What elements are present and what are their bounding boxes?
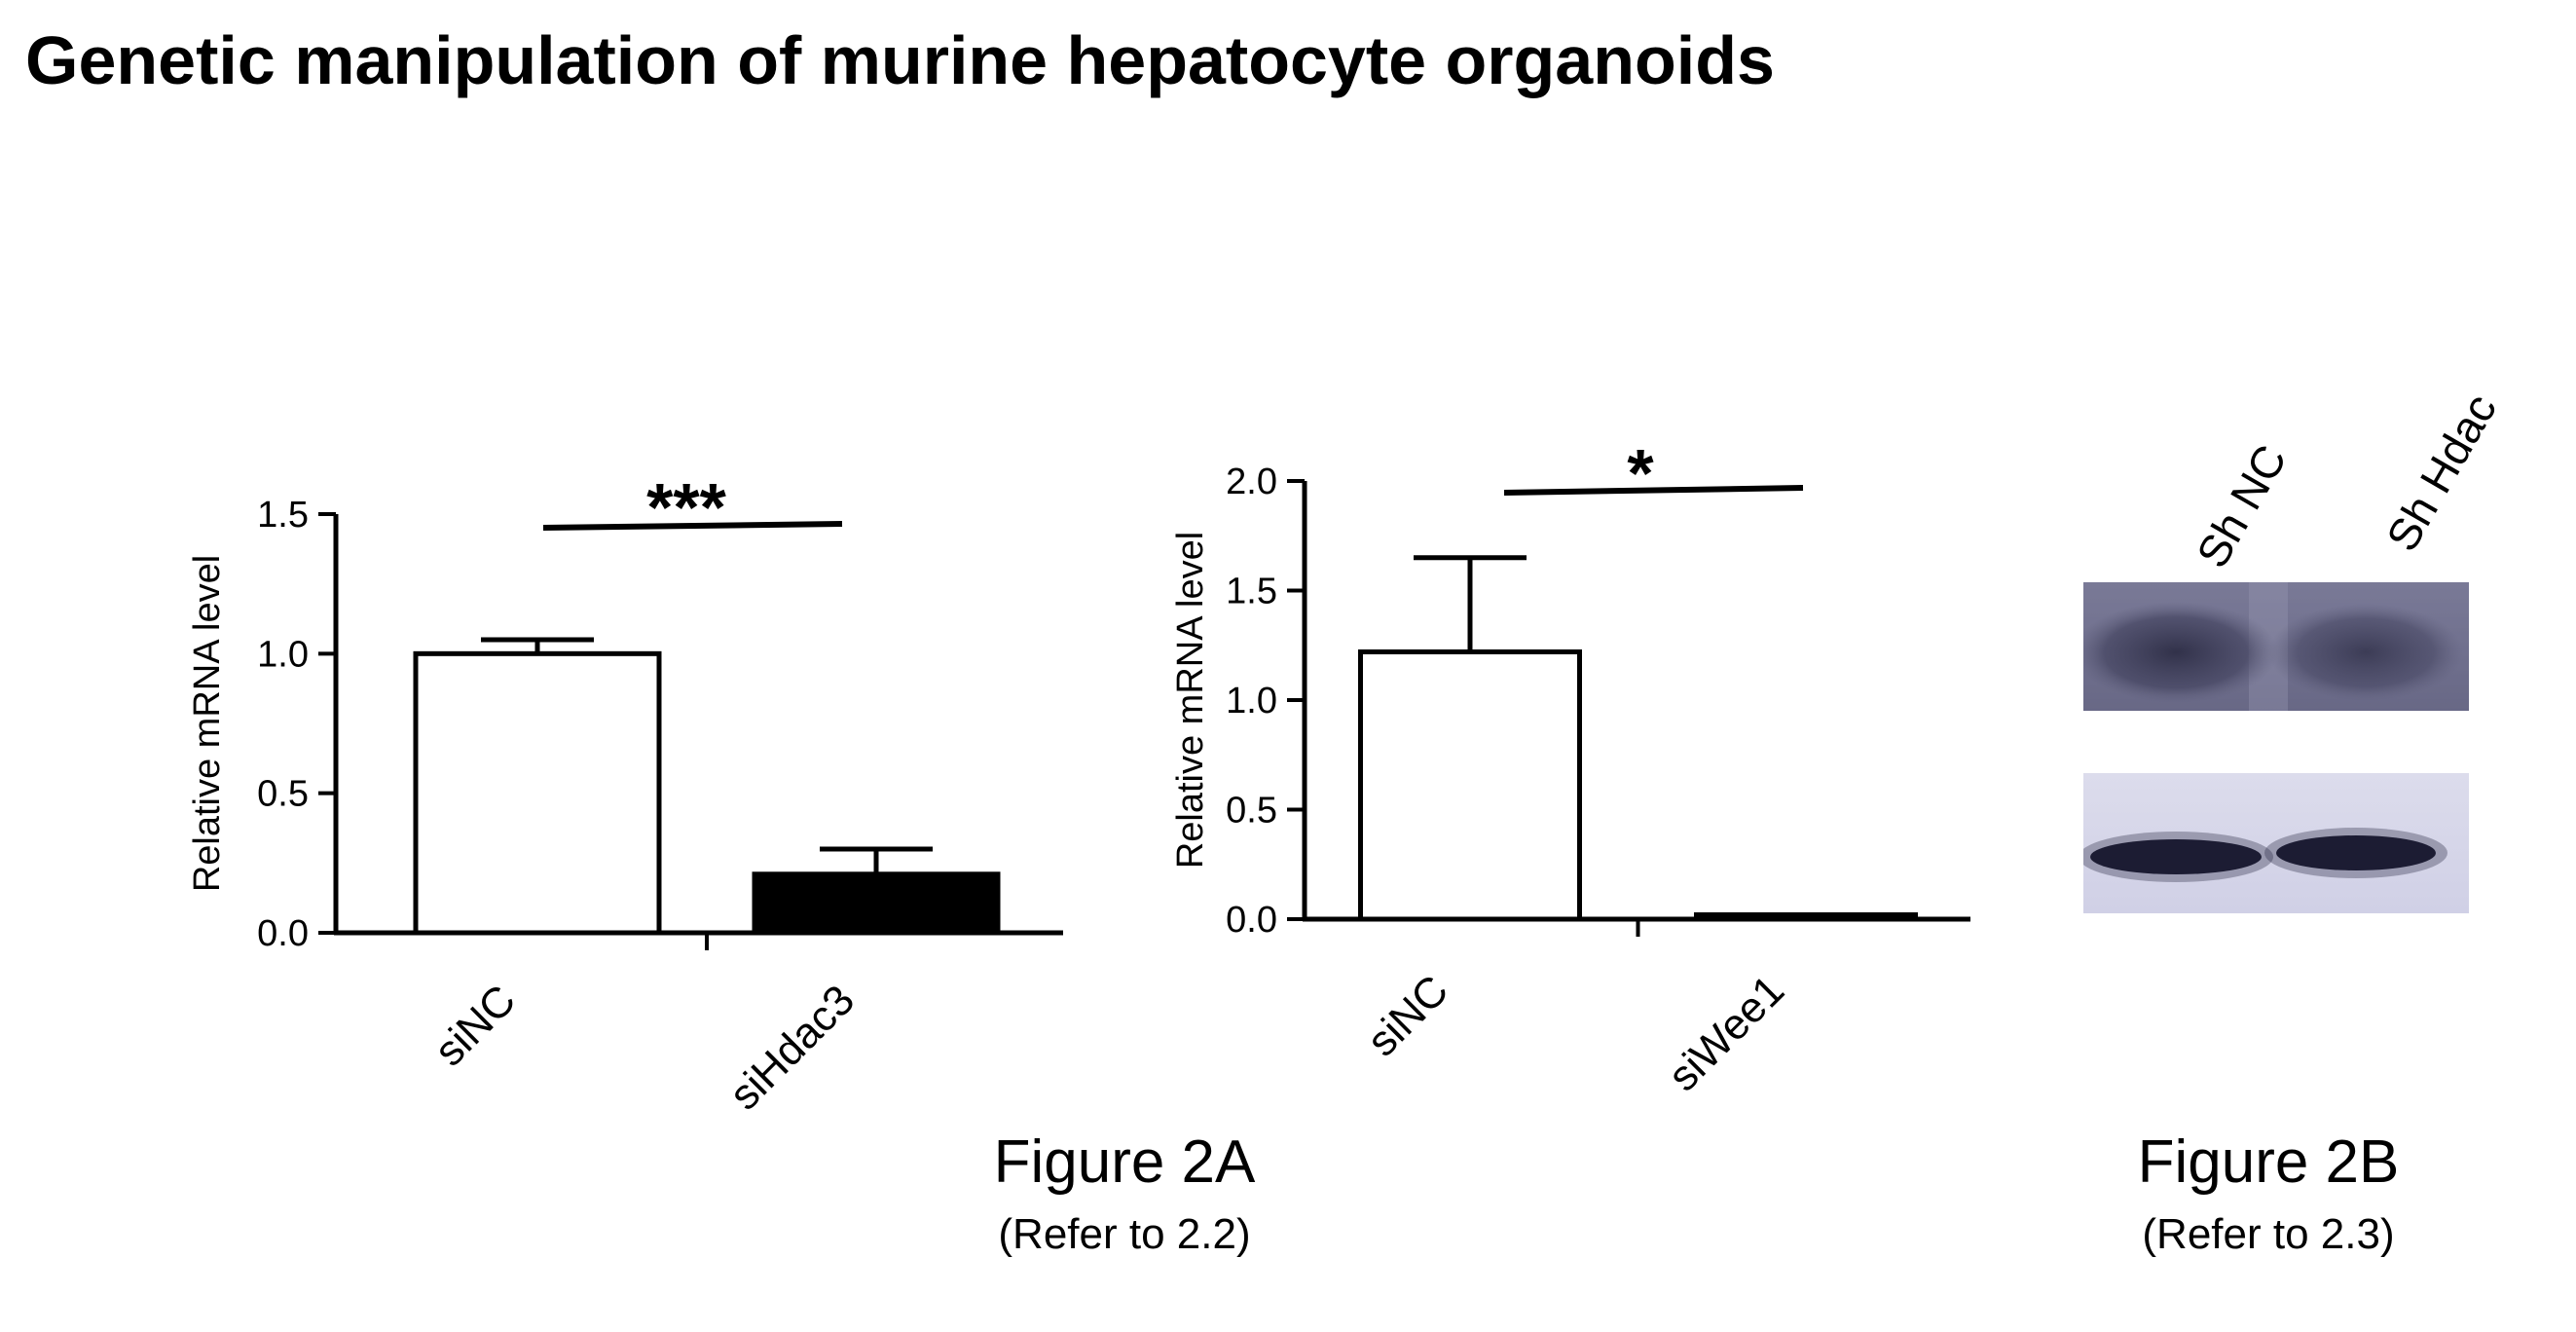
y-axis-label: Relative mRNA level (1170, 532, 1211, 869)
blot-image (2083, 582, 2469, 913)
blot-bottom-band-lane-1 (2090, 839, 2262, 874)
figure-2a-title: Figure 2A (993, 1128, 1256, 1196)
blot-top-band-lane-1 (2083, 602, 2278, 703)
y-tick-label: 0.5 (1226, 791, 1277, 832)
significance-line (542, 521, 843, 531)
y-tick-label: 1.5 (1226, 572, 1277, 612)
y-axis-label: Relative mRNA level (187, 555, 228, 892)
figure-2b-title: Figure 2B (2137, 1128, 2400, 1196)
figure-2b-reference: (Refer to 2.3) (2142, 1210, 2395, 1258)
category-label: siWee1 (1659, 966, 1793, 1100)
blot-bottom-band-lane-2 (2276, 835, 2436, 870)
y-tick-label: 1.0 (257, 634, 309, 675)
significance-label: *** (646, 469, 726, 545)
category-label: siNC (1358, 966, 1457, 1065)
significance-line (1503, 485, 1804, 496)
y-tick-label: 2.0 (1226, 462, 1277, 502)
y-tick-label: 0.0 (1226, 900, 1277, 941)
bar-siwee1 (1694, 912, 1918, 922)
significance-label: * (1627, 435, 1654, 511)
bar-sihdac3 (752, 871, 1001, 936)
bar-sinc (1358, 649, 1582, 922)
y-tick-label: 1.0 (1226, 681, 1277, 722)
y-tick-label: 1.5 (257, 495, 309, 536)
page-title: Genetic manipulation of murine hepatocyt… (25, 22, 1775, 98)
figure-2b-caption: Figure 2B (Refer to 2.3) (2122, 1128, 2414, 1259)
figure-2a-reference: (Refer to 2.2) (998, 1210, 1251, 1258)
y-tick-label: 0.5 (257, 774, 309, 815)
y-tick-label: 0.0 (257, 913, 309, 954)
blot-top-band-lane-2 (2268, 604, 2463, 701)
figure-2a-caption: Figure 2A (Refer to 2.2) (978, 1128, 1270, 1259)
